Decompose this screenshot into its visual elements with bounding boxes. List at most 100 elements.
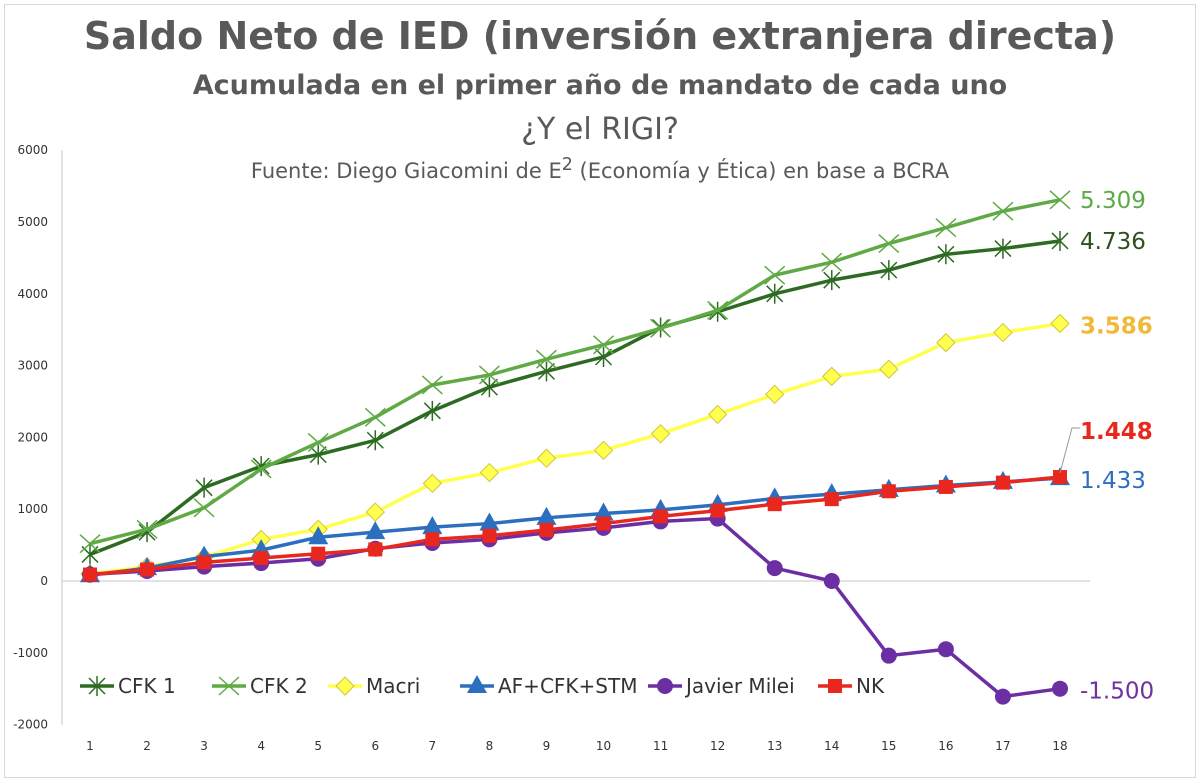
- series-nk: 1.448: [83, 419, 1153, 582]
- data-point: [936, 332, 956, 353]
- data-point: [880, 260, 898, 281]
- y-tick-label: 1000: [17, 502, 48, 516]
- data-point: [822, 366, 842, 387]
- data-point: [653, 509, 668, 524]
- data-point: [710, 503, 725, 518]
- series-line: [89, 475, 1061, 577]
- x-tick-label: 9: [543, 739, 551, 753]
- legend-marker: [335, 676, 355, 696]
- data-point: [935, 218, 957, 238]
- data-point: [535, 349, 557, 369]
- data-point: [368, 542, 383, 557]
- legend-marker: [828, 679, 842, 693]
- x-tick-label: 18: [1052, 739, 1067, 753]
- legend-label: NK: [856, 674, 885, 698]
- series-cfk-1: 4.736: [81, 229, 1146, 565]
- legend-item: Macri: [328, 674, 420, 698]
- x-tick-label: 8: [486, 739, 494, 753]
- data-point: [650, 318, 672, 338]
- series-line: [89, 321, 1061, 576]
- data-point: [536, 506, 557, 525]
- legend-marker: [467, 675, 487, 693]
- data-point: [422, 516, 443, 535]
- chart-subtitle-2: ¿Y el RIGI?: [521, 112, 679, 147]
- data-point: [767, 497, 782, 512]
- data-point: [993, 322, 1013, 343]
- y-tick-label: 6000: [17, 143, 48, 157]
- data-point: [539, 523, 554, 538]
- end-value-label: 4.736: [1080, 229, 1146, 255]
- y-tick-label: 2000: [17, 430, 48, 444]
- data-point: [821, 252, 843, 272]
- x-tick-label: 17: [995, 739, 1010, 753]
- data-point: [311, 546, 326, 561]
- legend-marker: [657, 678, 673, 694]
- leader-line: [1059, 427, 1080, 474]
- data-point: [254, 551, 269, 566]
- data-point: [365, 521, 386, 540]
- data-point: [309, 444, 327, 465]
- data-point: [307, 432, 329, 452]
- y-tick-label: -1000: [13, 646, 48, 660]
- chart-frame: [4, 4, 1196, 778]
- data-point: [421, 375, 443, 395]
- data-point: [425, 532, 440, 547]
- data-point: [1052, 680, 1068, 697]
- data-point: [482, 528, 497, 543]
- data-point: [480, 377, 498, 398]
- data-point: [536, 448, 557, 468]
- legend-label: Macri: [366, 674, 420, 698]
- data-point: [880, 647, 897, 664]
- x-tick-label: 6: [371, 739, 379, 753]
- data-point: [79, 534, 101, 554]
- legend-marker: [218, 676, 240, 696]
- data-point: [596, 516, 611, 531]
- x-tick-label: 11: [653, 739, 668, 753]
- source-sup: 2: [561, 155, 573, 175]
- x-tick-label: 10: [596, 739, 611, 753]
- legend-label: CFK 1: [118, 674, 176, 698]
- data-point: [537, 361, 556, 382]
- end-value-label: 1.448: [1080, 419, 1153, 445]
- data-point: [994, 688, 1011, 705]
- legend-item: AF+CFK+STM: [460, 674, 637, 698]
- data-point: [197, 555, 212, 570]
- data-point: [366, 430, 384, 451]
- data-point: [879, 359, 899, 379]
- y-tick-label: 5000: [17, 215, 48, 229]
- data-point: [250, 459, 272, 479]
- data-point: [83, 567, 97, 582]
- x-tick-label: 16: [938, 739, 953, 753]
- x-tick-label: 7: [429, 739, 437, 753]
- legend-label: CFK 2: [250, 674, 308, 698]
- source-prefix: Fuente: Diego Giacomini de E: [250, 159, 562, 183]
- data-point: [937, 641, 954, 658]
- legend-marker: [88, 676, 106, 696]
- data-point: [1051, 230, 1069, 251]
- data-point: [937, 244, 955, 265]
- y-tick-label: -2000: [13, 718, 48, 732]
- chart-title: Saldo Neto de IED (inversión extranjera …: [83, 14, 1117, 58]
- data-point: [707, 300, 729, 320]
- source-suffix: (Economía y Ética) en base a BCRA: [572, 159, 950, 183]
- x-tick-label: 1: [86, 739, 94, 753]
- data-point: [823, 573, 840, 589]
- legend-item: CFK 1: [80, 674, 176, 698]
- data-point: [423, 400, 441, 421]
- data-point: [938, 479, 953, 494]
- end-value-label: 3.586: [1080, 314, 1153, 340]
- x-tick-label: 2: [143, 739, 151, 753]
- x-tick-label: 4: [257, 739, 265, 753]
- data-point: [995, 475, 1010, 490]
- series-line: [89, 239, 1061, 557]
- data-point: [593, 335, 615, 355]
- y-tick-label: 3000: [17, 359, 48, 373]
- data-point: [479, 512, 500, 531]
- chart-subtitle: Acumulada en el primer año de mandato de…: [192, 70, 1008, 101]
- x-tick-label: 15: [881, 739, 896, 753]
- data-point: [365, 502, 386, 522]
- x-tick-label: 13: [767, 739, 782, 753]
- data-point: [594, 346, 613, 367]
- data-point: [823, 270, 841, 291]
